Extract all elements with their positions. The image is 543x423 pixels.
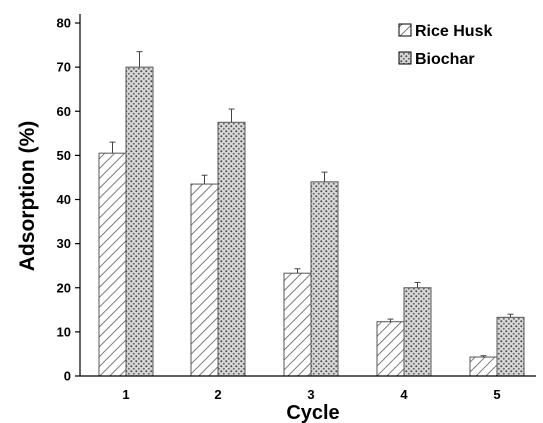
y-tick-label: 30 xyxy=(57,236,71,251)
y-tick-label: 50 xyxy=(57,148,71,163)
x-axis-ticks: 1 2 3 4 5 xyxy=(122,387,500,402)
x-tick-label: 1 xyxy=(122,387,129,402)
y-tick-label: 60 xyxy=(57,104,71,119)
legend-swatch-rice-husk xyxy=(398,23,412,37)
y-axis-ticks: 0 10 20 30 40 50 60 70 80 xyxy=(57,16,80,384)
bar-rice-husk xyxy=(190,183,219,377)
y-tick-label: 80 xyxy=(57,16,71,31)
legend-label-biochar: Biochar xyxy=(415,51,475,68)
bar-biochar xyxy=(496,316,525,377)
legend-swatch-biochar xyxy=(398,51,412,65)
y-axis-title: Adsorption (%) xyxy=(16,121,39,271)
x-tick-label: 2 xyxy=(214,387,221,402)
y-tick-label: 0 xyxy=(64,369,71,384)
y-tick-label: 20 xyxy=(57,280,71,295)
y-tick-label: 40 xyxy=(57,192,71,207)
bar-biochar xyxy=(310,181,339,377)
x-tick-label: 5 xyxy=(493,387,500,402)
bars-group xyxy=(98,51,525,377)
legend-label-rice-husk: Rice Husk xyxy=(415,23,492,40)
y-tick-label: 10 xyxy=(57,324,71,339)
bar-rice-husk xyxy=(469,356,498,377)
bar-biochar xyxy=(125,66,154,377)
bar-rice-husk xyxy=(376,321,405,377)
bar-rice-husk xyxy=(98,152,127,377)
y-tick-label: 70 xyxy=(57,60,71,75)
x-tick-label: 4 xyxy=(400,387,408,402)
x-tick-label: 3 xyxy=(307,387,314,402)
bar-biochar xyxy=(217,121,246,377)
bar-rice-husk xyxy=(283,272,312,377)
bar-biochar xyxy=(403,287,432,377)
x-axis-title: Cycle xyxy=(286,402,339,423)
legend: Rice Husk Biochar xyxy=(398,23,492,68)
